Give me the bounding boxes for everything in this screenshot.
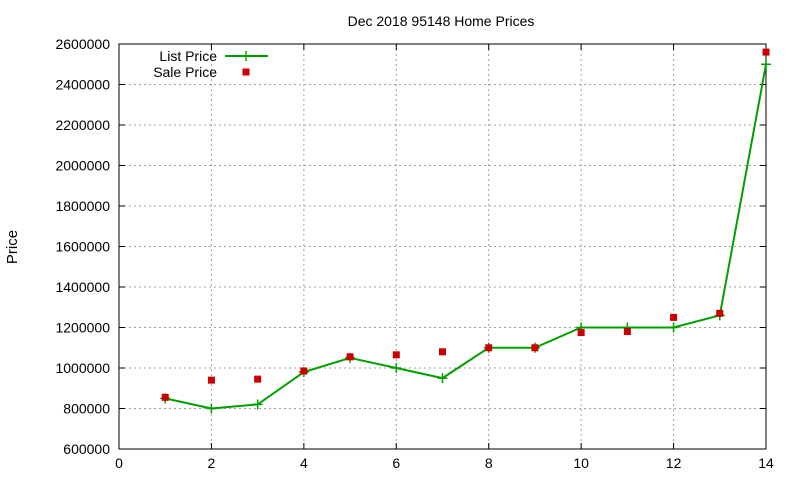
legend-plus-swatch bbox=[241, 51, 251, 61]
x-tick-label: 8 bbox=[485, 455, 493, 471]
x-tick-labels: 0 2 4 6 8 10 12 14 bbox=[115, 455, 774, 471]
legend-label: List Price bbox=[159, 48, 217, 64]
sale-price-point bbox=[207, 376, 215, 384]
sale-price-point bbox=[762, 48, 770, 56]
chart-title: Dec 2018 95148 Home Prices bbox=[348, 13, 535, 29]
plot-frame bbox=[118, 43, 767, 450]
x-tick-label: 6 bbox=[392, 455, 400, 471]
x-tick-label: 2 bbox=[208, 455, 216, 471]
list-price-point bbox=[252, 399, 263, 410]
sale-price-point bbox=[346, 353, 354, 361]
list-price-point bbox=[437, 373, 448, 384]
list-price-line bbox=[165, 64, 767, 410]
y-tick-label: 2600000 bbox=[55, 36, 110, 52]
grid-lines bbox=[119, 44, 766, 449]
list-price-point bbox=[668, 322, 679, 333]
sale-price-point bbox=[254, 375, 262, 383]
data-series bbox=[160, 48, 771, 414]
x-tick-label: 10 bbox=[573, 455, 589, 471]
sale-price-point bbox=[161, 393, 169, 401]
sale-price-point bbox=[392, 351, 400, 359]
y-tick-label: 800000 bbox=[63, 401, 110, 417]
y-tick-label: 1000000 bbox=[55, 360, 110, 376]
y-tick-labels: 600000 800000 1000000 1200000 1400000 1600000… bbox=[55, 36, 110, 457]
x-tick-label: 0 bbox=[115, 455, 123, 471]
y-tick-label: 2400000 bbox=[55, 77, 110, 93]
list-price-point bbox=[761, 59, 771, 70]
y-tick-label: 1800000 bbox=[55, 198, 110, 214]
x-tick-label: 12 bbox=[666, 455, 682, 471]
legend-square-swatch bbox=[242, 68, 250, 76]
sale-price-point bbox=[623, 328, 631, 336]
y-tick-label: 2000000 bbox=[55, 158, 110, 174]
y-tick-label: 600000 bbox=[63, 441, 110, 457]
y-tick-label: 1400000 bbox=[55, 279, 110, 295]
axis-ticks bbox=[118, 43, 767, 450]
sale-price-point bbox=[577, 329, 585, 337]
x-tick-label: 4 bbox=[300, 455, 308, 471]
series-sale-price bbox=[161, 48, 770, 401]
y-tick-label: 1600000 bbox=[55, 239, 110, 255]
sale-price-point bbox=[670, 313, 678, 321]
list-price-point bbox=[391, 363, 402, 373]
sale-price-point bbox=[485, 344, 493, 352]
sale-price-point bbox=[439, 348, 446, 356]
legend-label: Sale Price bbox=[153, 64, 217, 80]
sale-price-point bbox=[716, 309, 724, 317]
y-tick-label: 2200000 bbox=[55, 117, 110, 133]
sale-price-point bbox=[300, 367, 308, 375]
sale-price-point bbox=[531, 344, 539, 352]
y-axis-label: Price bbox=[4, 230, 21, 264]
x-tick-label: 14 bbox=[758, 455, 774, 471]
series-list-price bbox=[160, 59, 771, 414]
list-price-point bbox=[206, 403, 217, 414]
y-tick-label: 1200000 bbox=[55, 320, 110, 336]
